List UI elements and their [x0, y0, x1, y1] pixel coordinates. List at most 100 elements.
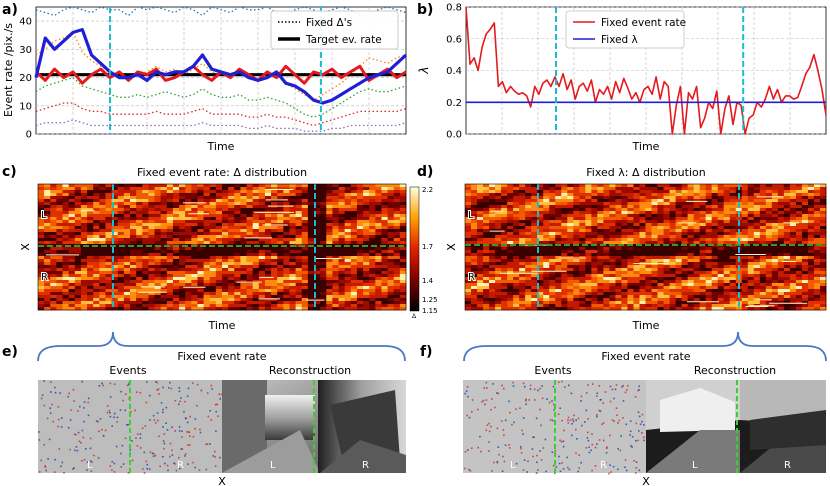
heat-cell: [399, 235, 407, 239]
heat-cell: [537, 211, 544, 215]
heat-cell: [130, 190, 137, 194]
heat-cell: [393, 253, 401, 257]
heat-cell: [393, 190, 401, 194]
heat-cell: [501, 250, 508, 254]
heat-cell: [130, 220, 137, 224]
heat-cell: [74, 292, 82, 296]
heat-cell: [130, 199, 137, 203]
heat-cell: [699, 280, 707, 284]
heat-cell: [289, 277, 296, 281]
heat-cell: [369, 301, 376, 305]
heat-cell: [525, 190, 532, 194]
heat-cell: [621, 253, 628, 257]
heat-cell: [142, 196, 149, 200]
heat-cell: [489, 277, 496, 281]
heat-cell: [240, 250, 247, 254]
heat-cell: [645, 217, 652, 221]
heat-cell: [651, 214, 658, 218]
heat-cell: [747, 271, 755, 275]
heat-cell: [687, 295, 695, 299]
heat-cell: [567, 202, 574, 206]
heat-cell: [627, 271, 634, 275]
heat-cell: [465, 184, 472, 188]
heat-cell: [271, 286, 278, 290]
heat-cell: [753, 208, 761, 212]
heat-cell: [307, 286, 315, 290]
heat-cell: [179, 295, 186, 299]
heat-cell: [753, 187, 761, 191]
heat-cell: [117, 238, 125, 242]
heat-cell: [87, 193, 94, 197]
heat-cell: [567, 259, 574, 263]
heat-cell: [663, 283, 670, 287]
heat-cell: [609, 184, 616, 188]
heat-cell: [332, 262, 339, 266]
heat-cell: [93, 247, 100, 251]
heat-cell: [215, 193, 223, 197]
heat-cell: [326, 286, 333, 290]
heat-cell: [549, 208, 556, 212]
heat-cell: [705, 292, 713, 296]
heat-cell: [639, 187, 646, 191]
heat-cell: [172, 238, 180, 242]
heat-cell: [747, 262, 755, 266]
heat-cell: [621, 196, 628, 200]
heat-cell: [264, 226, 272, 230]
heat-cell: [93, 220, 100, 224]
heat-cell: [549, 244, 556, 248]
heat-cell: [537, 289, 544, 293]
heat-cell: [483, 205, 490, 209]
heat-cell: [240, 211, 247, 215]
heat-cell: [675, 298, 682, 302]
heat-cell: [93, 238, 100, 242]
heat-cell: [209, 265, 217, 269]
heat-cell: [525, 265, 532, 269]
heat-cell: [307, 184, 315, 188]
heat-cell: [399, 271, 407, 275]
heat-cell: [705, 289, 713, 293]
heat-cell: [711, 190, 719, 194]
heat-cell: [172, 250, 180, 254]
heat-cell: [801, 241, 809, 245]
heat-cell: [585, 226, 592, 230]
heat-cell: [222, 196, 229, 200]
heat-cell: [675, 208, 682, 212]
heat-cell: [705, 250, 713, 254]
heat-cell: [246, 205, 254, 209]
heat-cell: [741, 295, 749, 299]
heat-cell: [813, 223, 821, 227]
heat-cell: [222, 283, 229, 287]
heat-cell: [561, 214, 568, 218]
heat-cell: [356, 277, 364, 281]
heat-cell: [681, 226, 689, 230]
heat-cell: [597, 196, 604, 200]
heat-cell: [123, 295, 131, 299]
heat-cell: [573, 241, 580, 245]
heat-cell: [123, 280, 131, 284]
heat-cell: [633, 274, 640, 278]
heat-cell: [471, 211, 478, 215]
heat-cell: [543, 271, 550, 275]
heat-cell: [681, 280, 689, 284]
heat-cell: [771, 268, 779, 272]
heat-cell: [729, 295, 737, 299]
heat-cell: [295, 235, 303, 239]
heat-cell: [172, 274, 180, 278]
heat-cell: [399, 217, 407, 221]
heat-cell: [326, 235, 333, 239]
heat-cell: [525, 217, 532, 221]
heat-cell: [753, 295, 761, 299]
heat-cell: [597, 190, 604, 194]
heat-cell: [154, 205, 162, 209]
heat-cell: [489, 241, 496, 245]
heat-cell: [56, 193, 63, 197]
heat-cell: [627, 250, 634, 254]
heat-cell: [567, 250, 574, 254]
heat-cell: [765, 190, 773, 194]
heat-cell: [240, 208, 247, 212]
heat-cell: [307, 304, 315, 308]
heat-cell: [807, 271, 815, 275]
heat-cell: [56, 196, 63, 200]
heat-cell: [597, 259, 604, 263]
heat-cell: [753, 232, 761, 236]
